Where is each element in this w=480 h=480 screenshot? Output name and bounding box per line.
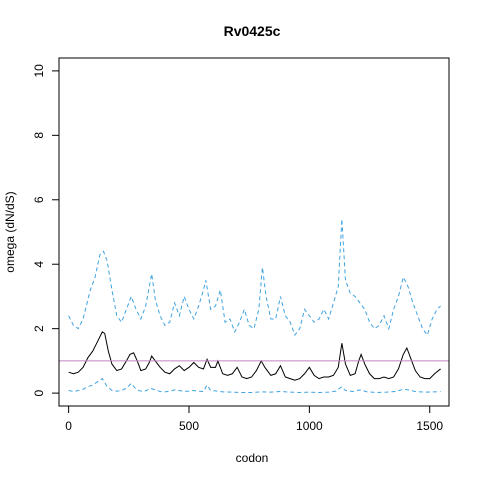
y-tick-label: 4	[32, 261, 46, 268]
y-tick-label: 8	[32, 132, 46, 139]
chart-title: Rv0425c	[224, 23, 281, 39]
y-axis-label: omega (dN/dS)	[3, 191, 17, 272]
x-tick-label: 0	[65, 419, 72, 433]
y-tick-label: 10	[32, 64, 46, 78]
x-tick-label: 500	[179, 419, 199, 433]
series-line-1	[68, 219, 441, 337]
y-tick-label: 0	[32, 389, 46, 396]
y-tick-label: 2	[32, 325, 46, 332]
y-tick-label: 6	[32, 196, 46, 203]
x-tick-label: 1000	[296, 419, 323, 433]
series-line-2	[68, 331, 441, 381]
x-tick-label: 1500	[416, 419, 443, 433]
x-axis-label: codon	[236, 451, 269, 465]
plot-area	[59, 219, 449, 393]
plot-frame	[58, 57, 450, 407]
